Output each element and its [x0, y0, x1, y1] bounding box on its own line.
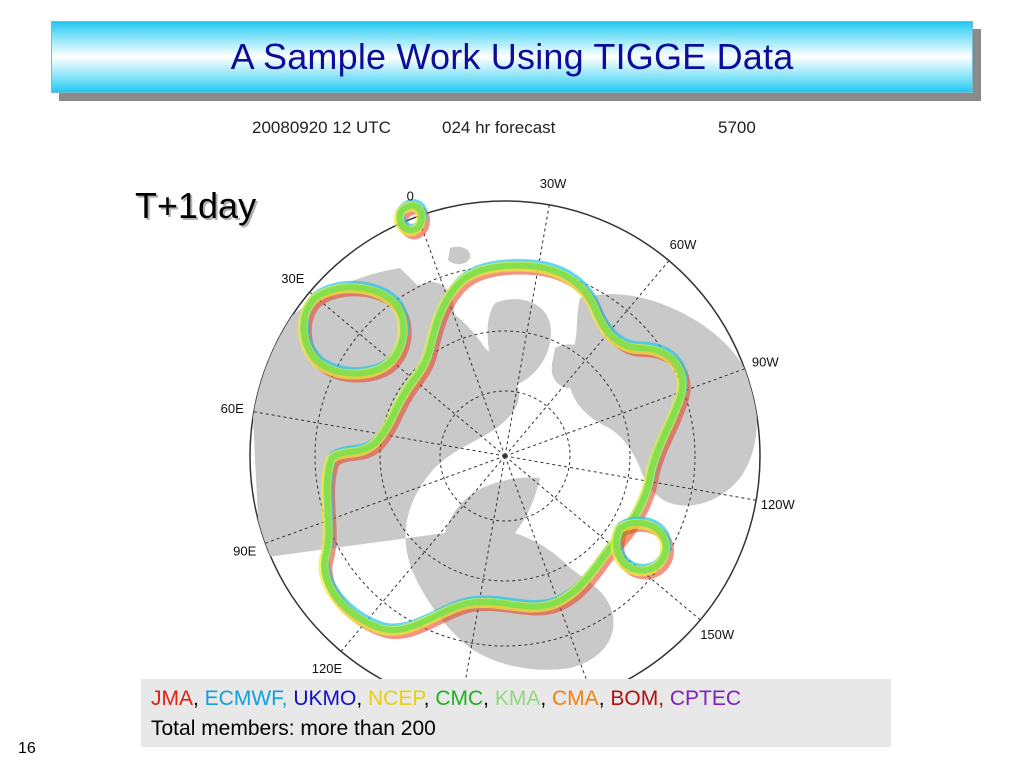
legend-box: JMA, ECMWF, UKMO, NCEP, CMC, KMA, CMA, B…	[141, 679, 891, 747]
lon-label-30w: 30W	[540, 176, 567, 191]
land-iceland	[448, 246, 471, 265]
polar-map-panel: 20080920 12 UTC 024 hr forecast 5700 30W…	[200, 108, 800, 680]
lon-label-60e: 60E	[221, 401, 244, 416]
lon-label-30e: 30E	[281, 271, 304, 286]
map-header-forecast: 024 hr forecast	[442, 118, 556, 137]
page-number: 16	[18, 740, 36, 757]
longitude-labels: 30W60W90W120W150W180150E120E90E60E30E0	[221, 176, 796, 676]
total-members-text: Total members: more than 200	[151, 717, 436, 740]
meridian-60w	[504, 260, 670, 457]
meridian-30e	[309, 291, 506, 457]
lon-label-60w: 60W	[670, 237, 697, 252]
land-japan	[585, 606, 610, 644]
map-header-date: 20080920 12 UTC	[252, 118, 391, 137]
polar-stereographic-map: 30W60W90W120W150W180150E120E90E60E30E0	[221, 176, 796, 680]
slide-title: A Sample Work Using TIGGE Data	[230, 36, 794, 77]
center-ecmwf: ECMWF,	[204, 687, 288, 710]
pacific-blob-contour-layer-5	[613, 519, 669, 574]
center-cma: CMA	[552, 687, 599, 710]
center-cptec: CPTEC	[669, 687, 742, 710]
meridian-30w	[504, 204, 550, 457]
map-header: 20080920 12 UTC 024 hr forecast 5700	[252, 118, 762, 140]
center-ukmo: UKMO	[293, 687, 357, 710]
meridian-0	[417, 216, 506, 457]
europe-loop-contour-layer-5	[300, 284, 407, 377]
land-north-america	[568, 294, 757, 506]
center-cmc: CMC	[435, 687, 484, 710]
meridian-90w	[504, 368, 745, 457]
centers-list: JMA, ECMWF, UKMO, NCEP, CMC, KMA, CMA, B…	[151, 687, 742, 710]
latitude-circle-2	[379, 330, 631, 582]
main-contour-layer-5	[321, 262, 686, 633]
lon-label-120w: 120W	[761, 497, 796, 512]
meridian-90e	[265, 455, 506, 544]
center-kma: KMA	[494, 687, 541, 710]
title-bar: A Sample Work Using TIGGE Data	[51, 21, 973, 93]
meridian-150e	[464, 455, 506, 680]
meridian-150w	[504, 455, 701, 621]
lon-label-90e: 90E	[233, 544, 256, 559]
center-bom: BOM,	[610, 687, 665, 710]
forecast-lead-label: T+1day	[135, 185, 257, 226]
small-island-contour-layer-5	[396, 202, 425, 234]
land-greenland	[487, 299, 551, 386]
lon-label-90w: 90W	[752, 354, 779, 369]
ensemble-contours	[297, 199, 691, 639]
latitude-circle-1	[439, 390, 571, 522]
lon-label-120e: 120E	[312, 661, 343, 676]
lon-label-150w: 150W	[700, 627, 735, 642]
meridian-180	[504, 455, 588, 680]
center-ncep: NCEP	[368, 687, 424, 710]
land-arctic-islands	[551, 344, 596, 389]
map-header-value: 5700	[718, 118, 756, 137]
center-jma: JMA	[151, 687, 193, 710]
meridian-120w	[504, 455, 757, 501]
lon-label-0: 0	[407, 189, 414, 204]
